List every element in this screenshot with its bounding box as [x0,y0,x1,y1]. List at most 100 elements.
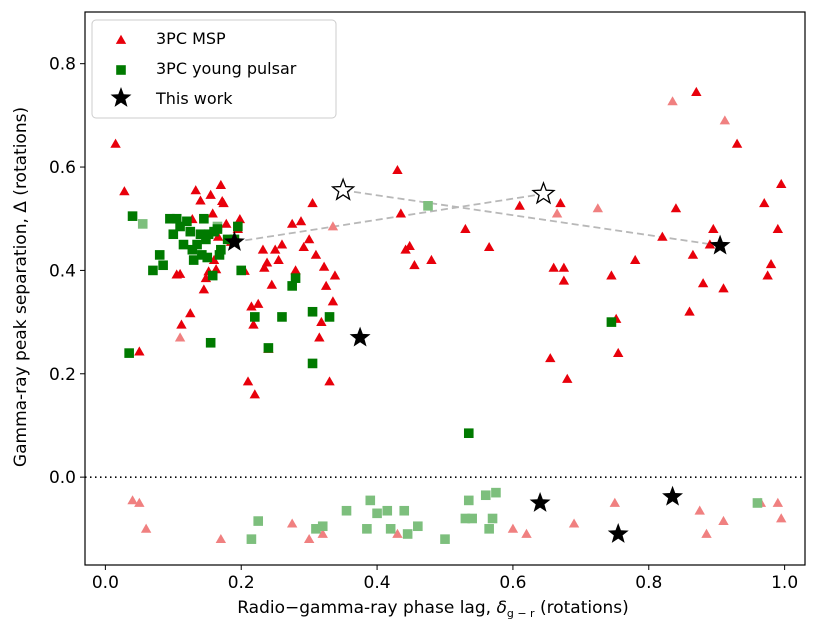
msp-point [185,308,196,318]
y-tick-label: 0.2 [49,365,76,385]
y-axis-label: Gamma-ray peak separation, Δ (rotations) [11,107,31,467]
x-tick-label: 0.8 [635,573,662,593]
young-pulsar-point [199,213,209,224]
young-pulsar-faded-point [341,505,352,516]
msp-faded-point [140,523,152,533]
young-pulsar-point [463,428,474,439]
young-pulsar-point [290,273,301,283]
plot-area [84,11,806,566]
msp-point [329,270,341,280]
msp-point [234,214,246,224]
msp-point [670,203,682,213]
young-pulsar-faded-point [311,524,321,534]
msp-faded-point [317,528,328,538]
young-pulsar-faded-point [362,524,372,534]
young-pulsar-faded-point [365,495,376,506]
msp-point [483,241,495,252]
msp-point [221,218,232,228]
msp-faded-point [568,518,580,528]
young-pulsar-faded-point [382,505,393,516]
y-tick-label: 0.0 [49,468,76,488]
this-work-point [662,485,684,506]
msp-point [320,280,332,290]
msp-point [298,241,309,252]
msp-point [119,186,130,196]
legend-label-young: 3PC young pulsar [156,59,297,78]
msp-faded-point [694,505,705,515]
msp-point [110,138,121,148]
this-work-point [529,491,551,512]
young-pulsar-faded-point [463,495,474,506]
young-pulsar-faded-point [487,513,498,524]
connection-line [234,193,544,243]
x-tick-label: 0.6 [499,573,526,593]
young-pulsar-point [195,229,206,240]
young-pulsar-point [307,306,318,317]
msp-point [198,284,210,294]
young-pulsar-point [127,211,138,221]
msp-point [207,208,218,218]
young-pulsar-faded-point [246,534,257,544]
msp-point [558,262,570,272]
msp-point [426,254,437,264]
young-pulsar-point [165,213,175,224]
young-pulsar-faded-point [491,487,501,498]
msp-faded-point [303,533,315,544]
x-tick-label: 0.4 [364,573,391,593]
msp-point [246,301,257,311]
x-axis-label: Radio−gamma-ray phase lag, δg − r (rotat… [237,598,629,620]
msp-point [562,373,573,383]
plot-frame [84,11,806,566]
young-pulsar-point [287,281,297,291]
msp-faded-point [327,221,339,231]
msp-faded-point [286,518,298,528]
legend-box [91,19,337,119]
young-pulsar-point [188,255,199,265]
young-pulsar-point [187,244,198,255]
msp-point [460,223,471,233]
msp-point [772,223,784,233]
msp-point [190,185,201,195]
young-pulsar-point [263,343,274,353]
msp-point [286,218,298,228]
msp-point [310,249,322,259]
msp-point [395,208,407,218]
this-work-point [709,234,731,255]
young-pulsar-faded-point [399,505,410,516]
msp-point [759,198,770,208]
young-pulsar-faded-point [440,534,450,544]
young-pulsar-point [277,312,287,322]
young-pulsar-point [307,358,318,369]
msp-point [558,275,570,285]
msp-point [205,189,216,199]
msp-faded-point [776,513,787,523]
y-tick-label: 0.4 [49,261,76,281]
msp-faded-point [521,528,532,538]
msp-point [307,198,318,208]
legend-marker-young [116,65,126,75]
msp-point [303,234,315,244]
young-pulsar-faded-point [423,201,433,211]
msp-faded-point [134,497,145,507]
msp-faded-point [507,523,519,533]
legend-marker-this-work [110,87,132,107]
young-pulsar-point [168,229,179,240]
young-pulsar-faded-point [402,529,413,539]
msp-point [276,239,288,249]
this-work-alt-point [531,181,556,205]
msp-point [765,259,777,269]
young-pulsar-point [182,216,192,227]
this-work-point [349,326,371,347]
msp-point [762,270,773,280]
young-pulsar-point [201,234,211,245]
young-pulsar-point [205,337,216,348]
this-work-point [223,230,245,251]
msp-point [273,254,284,264]
msp-point [316,316,327,326]
y-axis: 0.0 0.2 0.4 0.6 0.8 [49,55,85,488]
legend-marker-msp [115,34,127,44]
msp-point [218,198,229,208]
msp-point [691,86,702,97]
msp-point [392,164,403,175]
